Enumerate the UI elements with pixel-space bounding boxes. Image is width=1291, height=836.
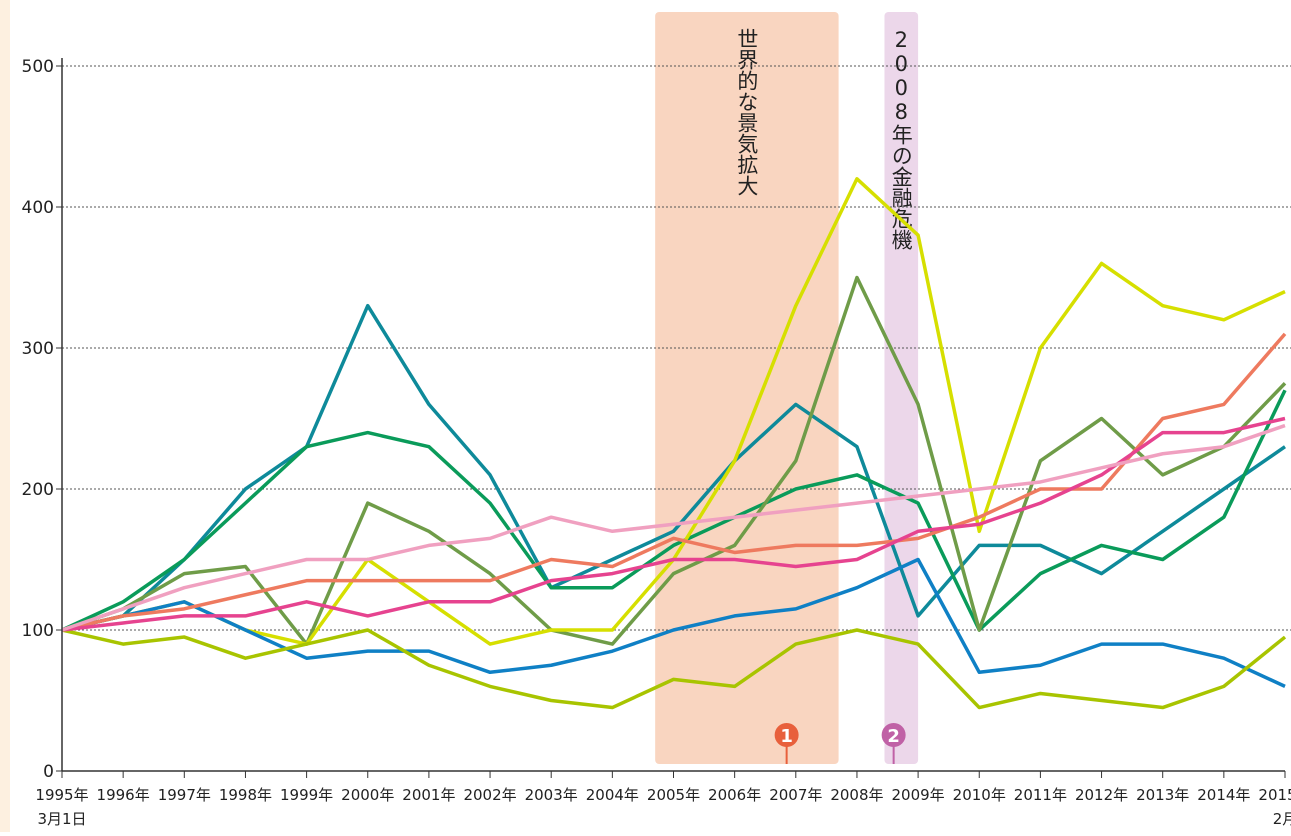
region [884,12,919,764]
x-start-label: 3月1日 [37,810,86,828]
series-line [61,275,1287,646]
marker [774,723,799,747]
x-end-label: 2月 [1273,810,1291,828]
region-label: 2008年の金融危機 [889,28,913,250]
y-tick-label: 0 [43,762,54,782]
y-tick-label: 300 [22,339,54,359]
x-tick-label: 1995年 [35,786,88,804]
x-tick-label: 2014年 [1197,786,1250,804]
y-tick-label: 100 [22,621,54,641]
x-tick-label: 2003年 [525,786,578,804]
x-tick-label: 2002年 [463,786,516,804]
x-tick-label: 2015年 [1258,786,1291,804]
y-tick-label: 400 [22,198,54,218]
series-line [61,628,1287,710]
series-line [61,416,1286,632]
x-tick-label: 2006年 [708,786,761,804]
x-tick-label: 2005年 [647,786,700,804]
x-tick-label: 2013年 [1136,786,1189,804]
side-strip [0,0,10,832]
series-line [61,423,1286,632]
x-tick-label: 2001年 [402,786,455,804]
marker-label: 2 [887,726,900,747]
x-tick-label: 2012年 [1075,786,1128,804]
x-tick-label: 2000年 [341,786,394,804]
series-line [61,303,1286,632]
x-tick-label: 2004年 [586,786,639,804]
y-tick-label: 500 [22,57,54,77]
x-tick-label: 2007年 [769,786,822,804]
x-tick-label: 2011年 [1014,786,1067,804]
region [655,12,839,764]
x-tick-label: 2010年 [953,786,1006,804]
series-line [61,389,1287,632]
y-tick-label: 200 [22,480,54,500]
x-tick-label: 2008年 [830,786,883,804]
x-tick-label: 1998年 [219,786,272,804]
marker [881,723,906,747]
series-line [61,557,1286,688]
x-tick-label: 1996年 [97,786,150,804]
region-label: 世界的な景気拡大 [735,28,759,196]
x-tick-label: 1999年 [280,786,333,804]
marker-label: 1 [780,726,793,747]
x-tick-label: 1997年 [158,786,211,804]
series-line [61,332,1287,632]
x-tick-label: 2009年 [892,786,945,804]
